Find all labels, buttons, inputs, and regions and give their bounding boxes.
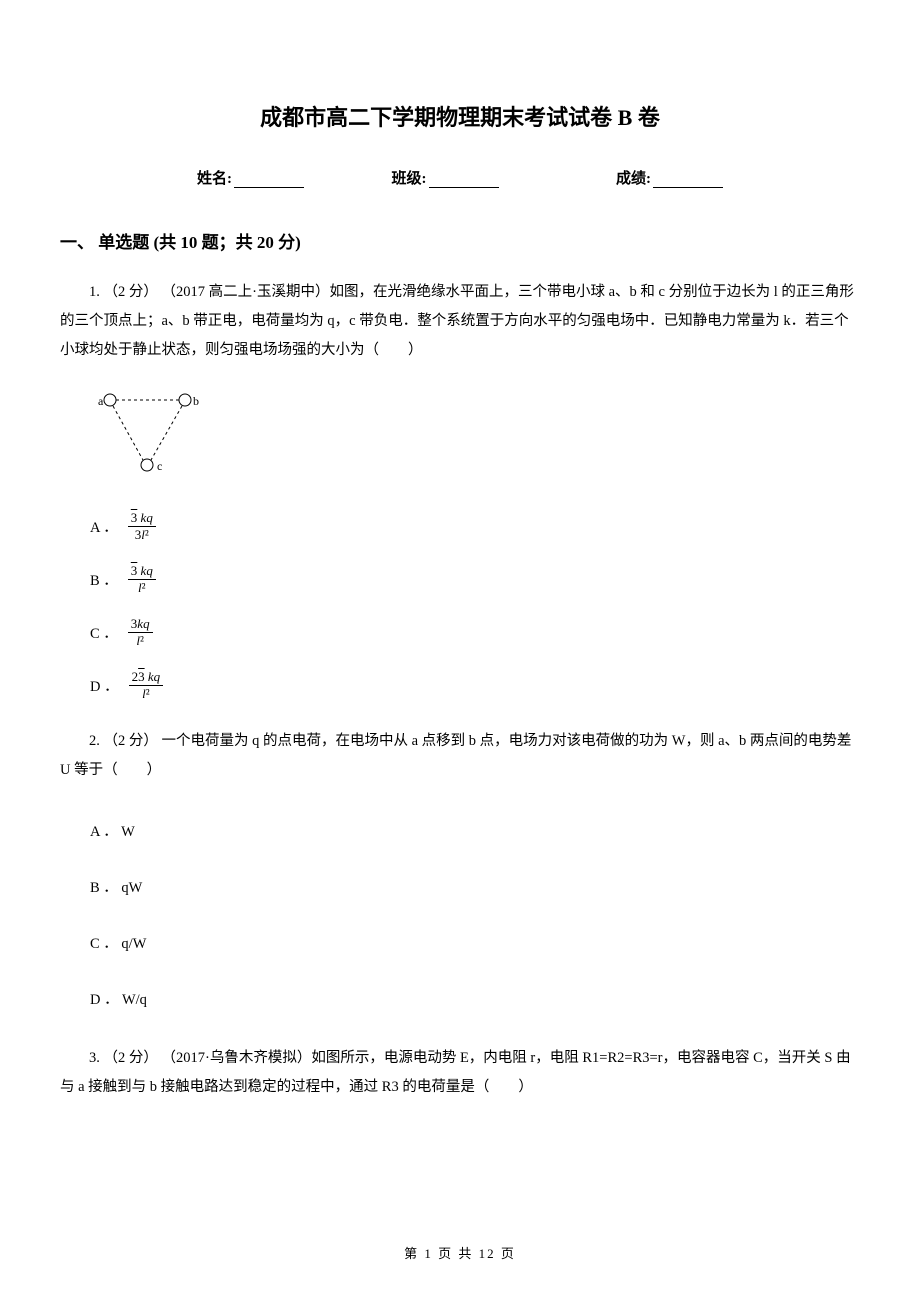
option-2d: D ． W/q	[90, 988, 860, 1009]
question-1-diagram: a b c	[90, 385, 860, 490]
student-info-row: 姓名: 班级: 成绩:	[60, 167, 860, 188]
diagram-label-b: b	[193, 394, 199, 408]
option-1d: D ． 23 kq l²	[90, 669, 860, 702]
question-1-options: A ． 3 kq 3l² B ． 3 kq l² C ． 3kq l² D ． …	[90, 510, 860, 702]
option-1a-label: A ．	[90, 516, 118, 537]
option-1c: C ． 3kq l²	[90, 616, 860, 649]
diagram-label-c: c	[157, 459, 162, 473]
diagram-label-a: a	[98, 394, 104, 408]
question-2-options: A ． W B ． qW C ． q/W D ． W/q	[90, 820, 860, 1009]
question-2-text: 2. （2 分） 一个电荷量为 q 的点电荷，在电场中从 a 点移到 b 点，电…	[60, 727, 860, 785]
option-1c-label: C ．	[90, 622, 118, 643]
option-2c: C ． q/W	[90, 932, 860, 953]
score-label: 成绩:	[616, 167, 651, 188]
option-1b-label: B ．	[90, 569, 118, 590]
score-blank	[653, 172, 723, 188]
question-1-text: 1. （2 分） （2017 高二上·玉溪期中）如图，在光滑绝缘水平面上，三个带…	[60, 278, 860, 365]
class-blank	[429, 172, 499, 188]
option-1b: B ． 3 kq l²	[90, 563, 860, 596]
name-label: 姓名:	[197, 167, 232, 188]
class-label: 班级:	[392, 167, 427, 188]
option-2a: A ． W	[90, 820, 860, 841]
name-blank	[234, 172, 304, 188]
question-3-text: 3. （2 分） （2017·乌鲁木齐模拟）如图所示，电源电动势 E，内电阻 r…	[60, 1044, 860, 1102]
section-header: 一、 单选题 (共 10 题；共 20 分)	[60, 228, 860, 253]
option-1d-label: D ．	[90, 675, 119, 696]
exam-title: 成都市高二下学期物理期末考试试卷 B 卷	[60, 100, 860, 132]
page-footer: 第 1 页 共 12 页	[0, 1243, 920, 1262]
option-2b: B ． qW	[90, 876, 860, 897]
option-1a: A ． 3 kq 3l²	[90, 510, 860, 543]
